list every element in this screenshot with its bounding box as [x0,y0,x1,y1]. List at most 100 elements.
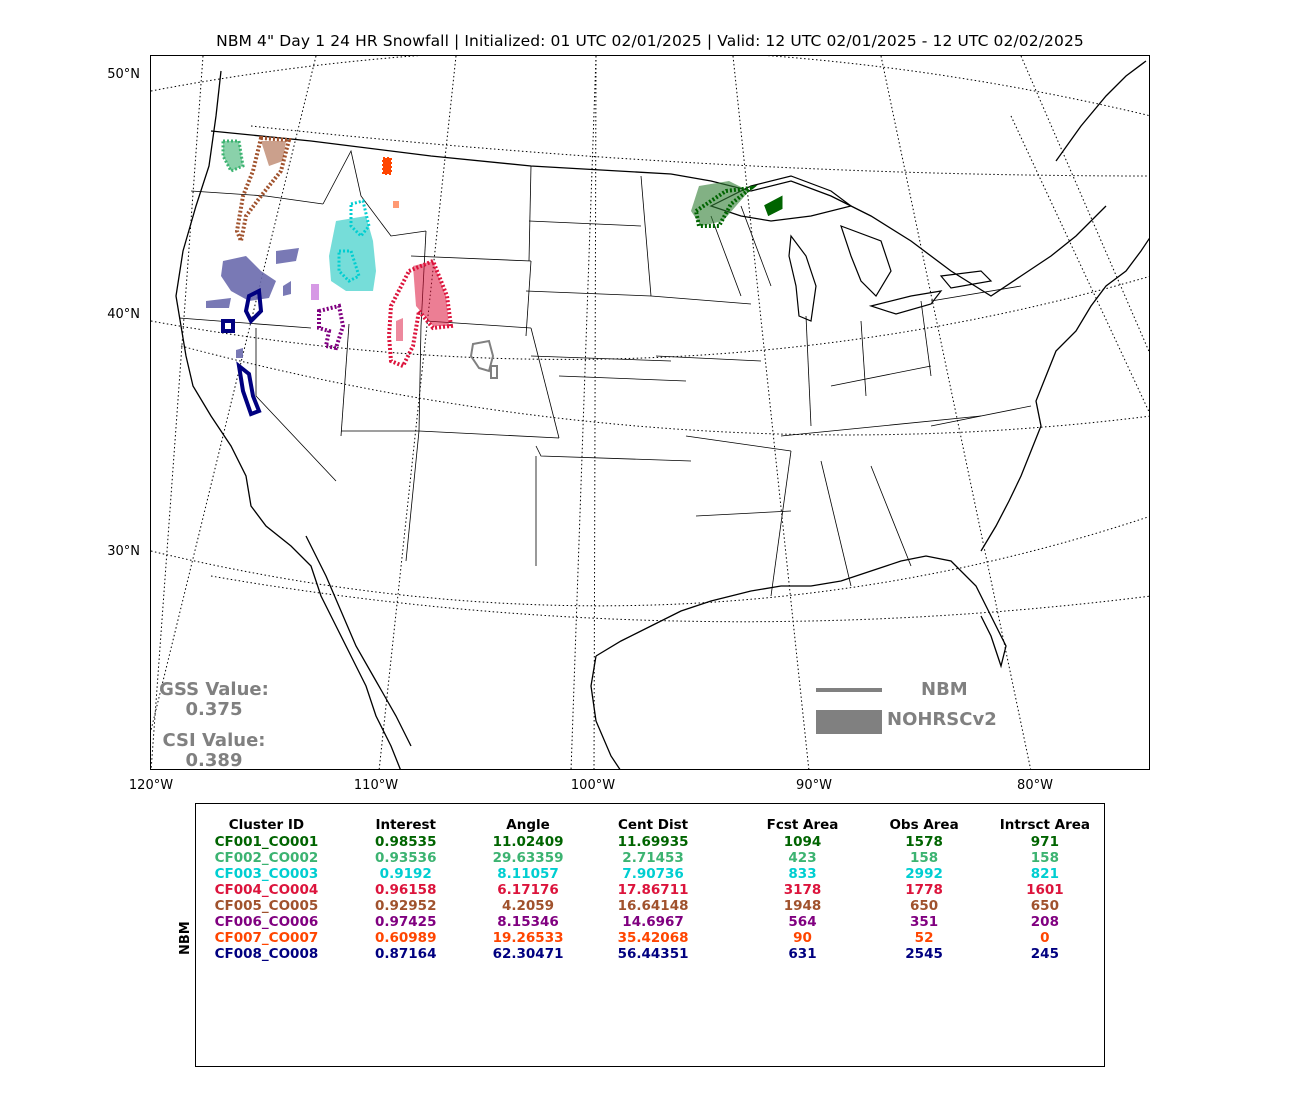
border-ks-ok [558,375,687,382]
table-cell: 833 [788,866,817,882]
cluster-stats-table: Cluster ID Interest Angle Cent Dist Fcst… [214,816,1104,962]
lon-line-90 [880,56,1032,769]
table-cell: 17.86711 [617,882,689,898]
lat-line-25 [210,575,1149,623]
border-ga [870,465,912,567]
cluster-stats-panel: Cluster ID Interest Angle Cent Dist Fcst… [195,803,1105,1067]
table-header-row: Cluster ID Interest Angle Cent Dist Fcst… [214,816,1104,834]
table-cell: 0 [1040,930,1050,946]
observed-only-objects [206,248,299,358]
legend-label-forecast: NBM [921,679,968,700]
border-co-nm [418,430,560,439]
baja-coast [305,535,412,747]
table-cell: 1094 [783,834,822,850]
unmatched-objects [469,339,498,379]
lon-line-105 [570,56,597,769]
border-in-oh [860,320,867,397]
cluster-cf002 [221,139,245,173]
table-cell: 821 [1030,866,1059,882]
table-cell: 56.44351 [617,946,689,962]
lat-line-45 [250,125,1149,177]
map-canvas [151,56,1149,769]
header-interest: Interest [375,817,436,833]
header-angle: Angle [506,817,550,833]
table-cell: 8.11057 [497,866,559,882]
table-cell: 3178 [783,882,822,898]
border-wa-or [190,190,324,205]
table-cell: 1778 [905,882,943,898]
lat-label-30: 30°N [107,544,140,559]
border-id-mt [322,149,427,237]
table-cell: 0.93536 [374,850,437,866]
cf004-observed-area [413,261,449,326]
snowfall-map [150,55,1150,770]
cf005-forecast-contour [234,135,292,248]
table-row: CF001_CO001 0.98535 11.02409 11.69935 1094 15… [214,834,1104,850]
state-borders [178,149,1032,597]
cluster-cf007 [382,157,399,208]
table-cell: 564 [788,914,817,930]
table-cell: 0.60989 [374,930,437,946]
table-cell: 0.87164 [374,946,437,962]
nohrsc-legend-patch [816,710,882,734]
border-il-in [805,315,812,427]
table-cell: 2.71453 [622,850,684,866]
border-wi-mi [740,205,772,287]
border-ca-nv [255,328,337,482]
table-cell: CF006_CO006 [214,914,319,930]
cf003-forecast-contour-2 [337,249,361,283]
legend-label-observed: NOHRSCv2 [887,709,997,730]
border-mt-nd [528,165,532,262]
lat-label-40: 40°N [107,307,140,322]
cf001-observed-area [691,181,749,226]
unmatched-forecast-contour-2 [490,365,498,379]
table-cell: 158 [909,850,939,866]
cluster-cf008 [221,287,264,417]
table-cell: 2992 [905,866,943,882]
table-cell: 8.15346 [497,914,559,930]
cluster-cf001 [691,181,783,228]
cf006-observed-area [311,284,319,300]
observed-snow-region-ca-2 [206,298,231,308]
table-cell: 90 [793,930,812,946]
table-cell: 0.9192 [379,866,432,882]
table-cell: 29.63359 [492,850,564,866]
table-cell: 2545 [905,946,943,962]
table-cell: 11.69935 [617,834,689,850]
lon-label-100: 100°W [570,778,616,793]
border-nd-mn [640,175,652,297]
lon-line-80 [1020,56,1149,353]
lat-line-35 [180,345,1149,436]
cf007-forecast-contour [382,157,392,175]
border-sd-ne [525,290,652,297]
lon-label-110: 110°W [353,778,399,793]
table-cell: CF003_CO003 [214,866,319,882]
table-cell: 16.64148 [617,898,689,914]
table-cell: CF008_CO008 [214,946,319,962]
table-cell: 245 [1030,946,1059,962]
csi-label: CSI Value: [162,730,266,751]
table-cell: 650 [909,898,939,914]
border-ms [770,450,792,597]
border-wy-mt [410,255,532,262]
border-ut-co [341,325,422,432]
border-nv-ut [340,323,350,437]
cf006-forecast-contour [317,303,346,351]
cf008-forecast-contour-1 [243,287,264,325]
table-cell: 0.97425 [374,914,437,930]
observed-snow-region-ca [221,256,276,301]
lake-michigan [788,234,817,322]
gulf-coast [595,555,1007,669]
cluster-cf004 [386,258,454,369]
table-cell: 1948 [783,898,822,914]
cf002-forecast-contour [221,139,245,173]
observed-snow-region-nv [236,348,243,358]
lon-line-95 [732,56,810,769]
cluster-cf005 [234,135,292,248]
map-legend-symbols [816,688,882,734]
table-cell: 971 [1030,834,1059,850]
border-mn-wi [710,215,742,297]
table-row: CF006_CO006 0.97425 8.15346 14.6967 564 351 20… [214,914,1104,930]
table-row: CF008_CO008 0.87164 62.30471 56.44351 631 254… [214,946,1104,962]
table-cell: 14.6967 [622,914,684,930]
